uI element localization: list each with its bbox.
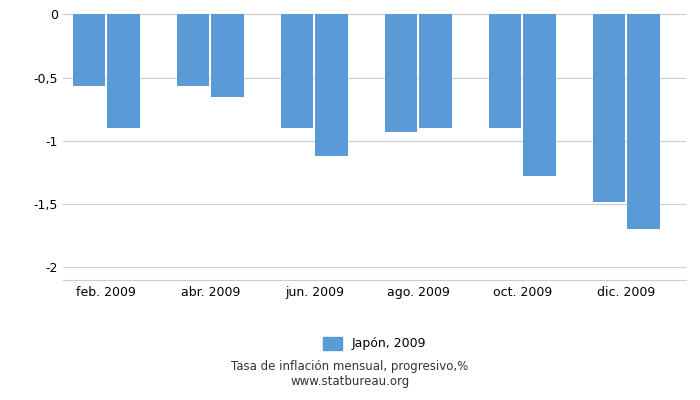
Legend: Japón, 2009: Japón, 2009 xyxy=(318,332,431,355)
Bar xyxy=(593,14,625,202)
Bar xyxy=(281,14,314,128)
Bar xyxy=(211,14,244,96)
Bar xyxy=(419,14,452,128)
Bar xyxy=(107,14,140,128)
Bar xyxy=(73,14,105,86)
Bar xyxy=(627,14,660,229)
Bar xyxy=(316,14,348,156)
Bar xyxy=(385,14,417,132)
Bar xyxy=(524,14,556,176)
Bar xyxy=(489,14,522,128)
Bar xyxy=(177,14,209,86)
Text: Tasa de inflación mensual, progresivo,%
www.statbureau.org: Tasa de inflación mensual, progresivo,% … xyxy=(232,360,468,388)
